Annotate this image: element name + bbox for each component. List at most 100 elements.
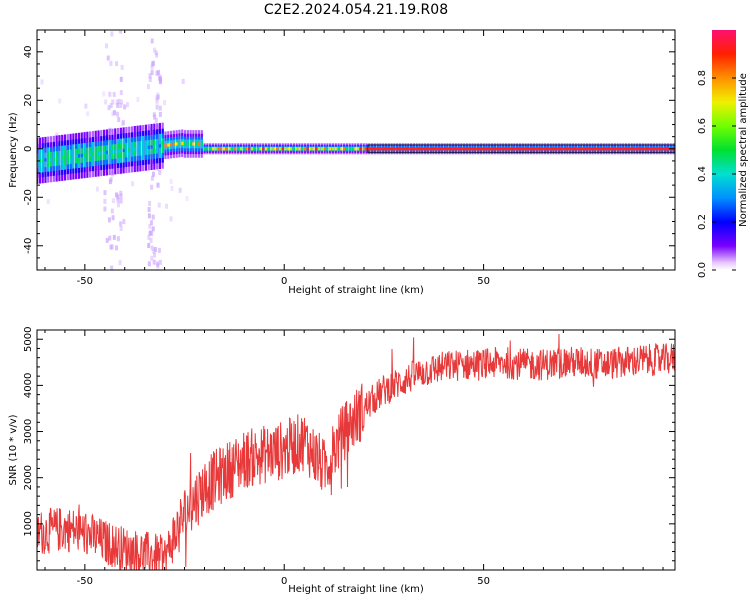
spectrogram-speckle: [111, 99, 115, 105]
spectrogram-core: [206, 147, 209, 151]
spectrogram-core: [209, 147, 212, 151]
spectrogram-core: [259, 147, 262, 151]
spectrogram-speckle: [164, 203, 168, 209]
spectrogram-speckle: [122, 219, 126, 225]
x-tick-label: 50: [477, 576, 490, 587]
spectrogram-speckle: [151, 226, 155, 232]
spectrogram-speckle: [108, 235, 112, 241]
spectrogram-speckle: [150, 38, 154, 44]
spectrogram-speckle: [148, 73, 152, 79]
spectrogram-core: [61, 156, 64, 160]
y-tick-label: 2000: [23, 465, 34, 490]
spectrogram-speckle: [156, 92, 160, 98]
spectrogram-speckle: [86, 111, 90, 117]
spectrogram-speckle: [156, 94, 160, 100]
spectrogram-speckle: [156, 263, 160, 269]
colorbar-tick-label: 0.2: [697, 214, 708, 230]
spectrogram-speckle: [150, 231, 154, 237]
spectrogram-speckle: [107, 217, 111, 223]
spectrogram-core: [136, 146, 139, 151]
spectrogram-speckle: [157, 247, 161, 253]
spectrogram-speckle: [125, 102, 129, 108]
spectrogram-core: [144, 145, 148, 150]
spectrogram-speckle: [112, 234, 116, 240]
spectrogram-core: [111, 150, 114, 154]
spectrogram-speckle: [148, 126, 152, 132]
spectrogram-core: [105, 150, 108, 155]
spectrogram-speckle: [110, 265, 114, 270]
spectrogram-core: [306, 147, 309, 151]
spectrogram-speckle: [103, 190, 107, 196]
spectrogram-speckle: [39, 172, 43, 178]
spectrogram-speckle: [148, 223, 152, 229]
spectrogram-speckle: [102, 91, 106, 97]
spectrogram-speckle: [153, 252, 157, 258]
spectrogram-core: [323, 147, 326, 151]
spectrogram-core: [114, 149, 117, 154]
spectrogram-core: [175, 142, 178, 146]
spectrogram-core: [329, 147, 332, 151]
spectrogram-speckle: [115, 99, 119, 105]
spectrogram-core: [262, 147, 265, 151]
y-tick-label: -20: [23, 189, 34, 205]
spectrogram-core: [351, 147, 354, 151]
spectrogram-speckle: [150, 175, 154, 181]
spectrogram-speckle: [156, 182, 160, 188]
spectrogram-core: [284, 147, 287, 151]
spectrogram-speckle: [117, 117, 121, 123]
spectrogram-speckle: [158, 78, 162, 84]
spectrogram-core: [256, 147, 259, 151]
spectrogram-core: [312, 147, 315, 151]
snr-ticks: -50 0 50 1000 2000 3000 4000 5000: [23, 327, 675, 587]
spectrogram-speckle: [111, 198, 115, 204]
spectrogram-speckle: [158, 169, 162, 175]
spectrogram-speckle: [111, 215, 115, 221]
spectrogram-speckle: [111, 244, 115, 250]
spectrogram-core: [365, 147, 368, 151]
spectrogram-speckle: [116, 102, 120, 108]
spectrogram-core: [278, 147, 282, 151]
spectrogram-speckle: [150, 245, 154, 251]
spectrogram-speckle: [154, 131, 158, 137]
spectrogram-core: [348, 147, 351, 151]
spectrogram-speckle: [118, 260, 122, 266]
spectrogram-core: [147, 145, 150, 150]
spectrogram-core: [100, 151, 103, 155]
spectrogram-speckle: [131, 181, 135, 187]
spectrogram-core: [75, 154, 78, 158]
spectrogram-speckle: [158, 111, 162, 117]
colorbar-tick-label: 0.8: [697, 70, 708, 86]
spectrogram-core: [102, 151, 106, 155]
y-tick-label: 5000: [23, 327, 34, 352]
spectrogram-speckle: [119, 76, 123, 82]
spectrogram-speckle: [39, 166, 43, 172]
spectrogram-core: [83, 153, 86, 157]
page-title: C2E2.2024.054.21.19.R08: [263, 2, 449, 18]
spectrogram-speckle: [178, 187, 182, 193]
colorbar-tick-label: 0.4: [697, 166, 708, 182]
spectrogram-speckle: [147, 234, 151, 240]
spectrogram-speckle: [120, 130, 124, 136]
spectrogram-speckle: [111, 111, 115, 117]
spectrogram-x-axis-label: Height of straight line (km): [288, 285, 424, 296]
spectrogram-core: [203, 147, 206, 151]
spectrogram-core: [267, 147, 270, 151]
spectrogram-core: [292, 147, 295, 151]
spectrogram-speckle: [146, 84, 150, 90]
spectrogram-speckle: [123, 104, 127, 110]
spectrogram-speckle: [151, 171, 155, 177]
spectrogram-speckle: [116, 236, 120, 242]
spectrogram-speckle: [169, 216, 173, 222]
spectrogram-speckle: [157, 69, 161, 75]
spectrogram-core: [234, 147, 237, 151]
spectrogram-speckle: [153, 246, 157, 252]
spectrogram-core: [55, 156, 58, 161]
spectrogram-core: [80, 153, 83, 158]
spectrogram-frame: [36, 29, 676, 271]
spectrogram-speckle: [147, 242, 151, 248]
spectrogram-speckle: [154, 117, 158, 123]
spectrogram-core: [290, 147, 293, 151]
spectrogram-core: [303, 147, 307, 151]
spectrogram-line-core: [367, 147, 675, 151]
